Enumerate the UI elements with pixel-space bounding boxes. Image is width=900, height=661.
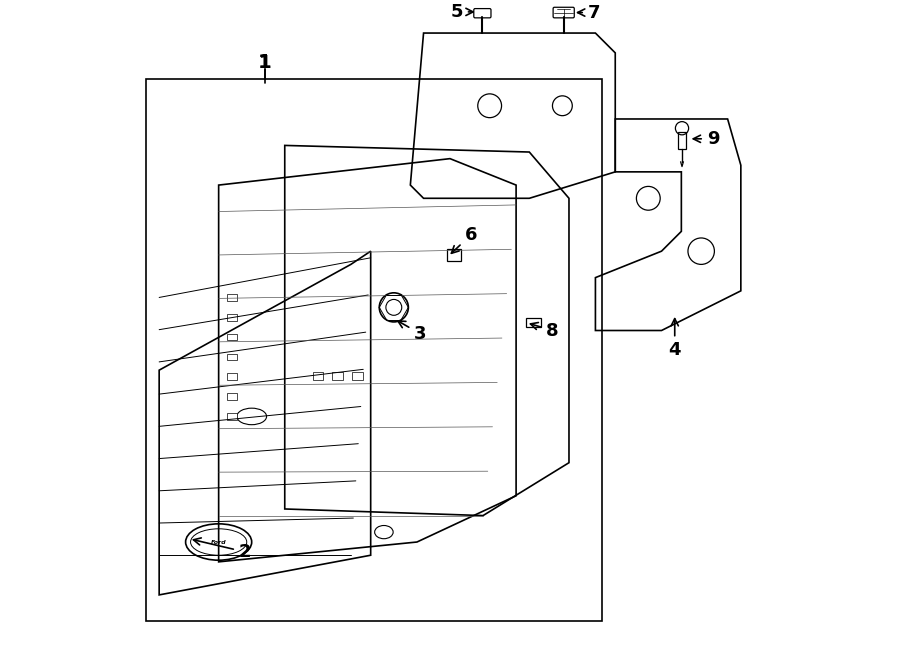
FancyBboxPatch shape	[473, 9, 491, 18]
Bar	[312, 372, 323, 380]
Bar	[332, 372, 343, 380]
Bar	[227, 413, 238, 420]
Text: 9: 9	[693, 130, 719, 148]
Ellipse shape	[191, 529, 247, 555]
Bar	[446, 249, 461, 261]
Text: 4: 4	[669, 319, 681, 360]
Bar	[227, 393, 238, 400]
Text: 3: 3	[398, 321, 427, 343]
Bar	[352, 372, 363, 380]
FancyBboxPatch shape	[554, 7, 574, 18]
Bar	[227, 314, 238, 321]
Text: 1: 1	[258, 54, 272, 72]
Bar	[678, 132, 686, 149]
Text: 2: 2	[194, 538, 251, 561]
Text: 6: 6	[452, 225, 477, 253]
Bar	[227, 373, 238, 380]
Ellipse shape	[374, 525, 393, 539]
Ellipse shape	[237, 408, 266, 424]
Bar	[526, 318, 541, 327]
Text: 1: 1	[258, 54, 271, 72]
Bar	[146, 79, 602, 621]
Text: Ford: Ford	[211, 539, 227, 545]
Text: 8: 8	[530, 321, 559, 340]
Bar	[227, 334, 238, 340]
Text: 7: 7	[578, 3, 600, 22]
Ellipse shape	[185, 524, 252, 561]
Bar	[227, 294, 238, 301]
Text: 5: 5	[450, 3, 473, 21]
Bar	[227, 354, 238, 360]
